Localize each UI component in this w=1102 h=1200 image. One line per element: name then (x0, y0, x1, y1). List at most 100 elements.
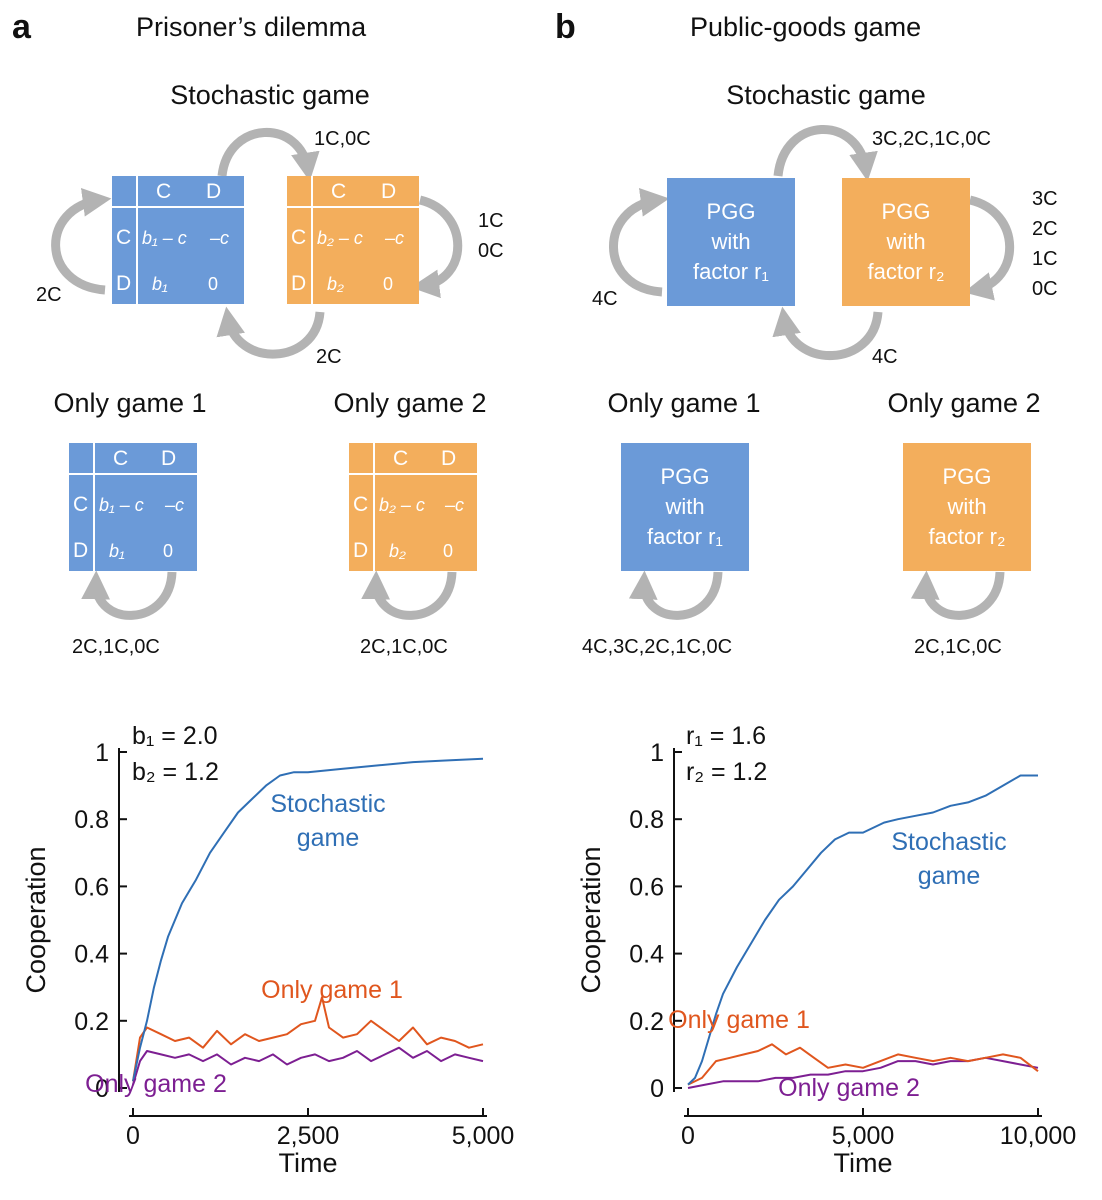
pgg-line3: factor r₂ (928, 524, 1006, 549)
y-tick-label: 0.4 (74, 941, 109, 969)
panel-b-only1-title: Only game 1 (607, 388, 761, 418)
panel-b-self-loop-arrows (628, 570, 1005, 620)
matrix-row-d: D (291, 272, 307, 295)
y-tick-label: 0 (650, 1075, 664, 1103)
matrix-row-d: D (73, 539, 89, 562)
panel-b-trans-left-label: 4C (592, 288, 618, 310)
y-tick-label: 0 (95, 1075, 109, 1103)
matrix-cd: –c (385, 228, 405, 248)
matrix-dd: 0 (383, 274, 394, 294)
matrix-cc: b₁ – c (142, 228, 187, 248)
matrix-cd: –c (445, 495, 465, 515)
panel-a-game2-matrix: C D C D b₂ – c –c b₂ 0 (287, 176, 419, 304)
matrix-dc: b₂ (389, 541, 406, 561)
y-tick-label: 0.4 (629, 941, 664, 969)
panel-a-only1-matrix: C D C D b₁ – c –c b₁ 0 (69, 443, 197, 571)
matrix-col-c: C (113, 447, 129, 470)
panel-b-stochastic-title: Stochastic game (726, 80, 926, 110)
series-label-only-game-1: Only game 1 (668, 1006, 810, 1034)
panel-b-trans-right-label-4: 0C (1032, 278, 1058, 300)
x-axis-label: Time (279, 1148, 338, 1178)
panel-b-only1-box: PGG with factor r₁ (621, 443, 749, 571)
pgg-line3: factor r₁ (647, 524, 723, 549)
panel-b-letter: b (555, 8, 576, 46)
y-tick-label: 0.2 (629, 1008, 664, 1036)
y-tick-label: 1 (650, 739, 664, 767)
y-tick-label: 0.8 (629, 806, 664, 834)
pgg-line1: PGG (706, 199, 756, 224)
y-tick-label: 1 (95, 739, 109, 767)
series-label-stochastic-game: game (918, 862, 981, 890)
matrix-row-c: C (291, 226, 307, 249)
panel-a-stochastic-title: Stochastic game (170, 80, 370, 110)
x-tick-label: 5,000 (832, 1122, 895, 1150)
panel-a-only2-matrix: C D C D b₂ – c –c b₂ 0 (349, 443, 477, 571)
pgg-line3: factor r₂ (867, 259, 945, 284)
pgg-line1: PGG (942, 464, 992, 489)
panel-a-transition-arrows (51, 128, 463, 359)
series-label-stochastic-game: game (297, 824, 360, 852)
pgg-line2: with (665, 494, 705, 519)
panel-b-game1-box: PGG with factor r₁ (667, 178, 795, 306)
matrix-col-d: D (441, 447, 457, 470)
y-tick-label: 0.6 (629, 873, 664, 901)
panel-a-trans-right-label-1: 1C (478, 210, 504, 232)
matrix-row-d: D (116, 272, 132, 295)
x-axis-label: Time (834, 1148, 893, 1178)
panel-a-param-2: b₂ = 1.2 (132, 758, 219, 786)
matrix-col-c: C (331, 180, 347, 203)
x-tick-label: 5,000 (452, 1122, 515, 1150)
series-label-stochastic-game: Stochastic (891, 828, 1006, 856)
panel-b-only2-loop-label: 2C,1C,0C (914, 636, 1002, 658)
matrix-col-c: C (156, 180, 172, 203)
panel-a-title: Prisoner’s dilemma (136, 12, 367, 42)
panel-b-trans-bottom-label: 4C (872, 346, 898, 368)
pgg-line2: with (947, 494, 987, 519)
panel-b-only2-title: Only game 2 (887, 388, 1041, 418)
panel-b-trans-right-label-3: 1C (1032, 248, 1058, 270)
panel-b-transition-arrows (609, 125, 1015, 360)
pgg-line2: with (886, 229, 926, 254)
panel-a-only1-loop-label: 2C,1C,0C (72, 636, 160, 658)
panel-b-cooperation-chart: 0 0.2 0.4 0.6 0.8 1 0 5,000 10,000 Time Cooperatio… (576, 739, 1076, 1178)
panel-b-only1-loop-label: 4C,3C,2C,1C,0C (582, 636, 733, 658)
matrix-dd: 0 (208, 274, 219, 294)
panel-a-only2-title: Only game 2 (333, 388, 487, 418)
panel-b-param-2: r₂ = 1.2 (686, 758, 768, 786)
matrix-dd: 0 (443, 541, 454, 561)
pgg-line1: PGG (660, 464, 710, 489)
series-line-only-game-1 (132, 996, 484, 1082)
panel-a-only2-loop-label: 2C,1C,0C (360, 636, 448, 658)
panel-a-game1-matrix: C D C D b₁ – c –c b₁ 0 (112, 176, 244, 304)
panel-a-trans-left-label: 2C (36, 284, 62, 306)
panel-b-trans-right-label-1: 3C (1032, 188, 1058, 210)
x-tick-label: 0 (126, 1122, 140, 1150)
panel-b-only2-box: PGG with factor r₂ (903, 443, 1031, 571)
pgg-line2: with (711, 229, 751, 254)
matrix-row-c: C (116, 226, 132, 249)
panel-b-trans-top-label: 3C,2C,1C,0C (872, 128, 991, 150)
matrix-dd: 0 (163, 541, 174, 561)
panel-b-title: Public-goods game (690, 12, 922, 42)
panel-a-param-1: b₁ = 2.0 (132, 722, 218, 750)
matrix-col-d: D (161, 447, 177, 470)
matrix-col-d: D (381, 180, 397, 203)
matrix-dc: b₂ (327, 274, 344, 294)
series-label-stochastic-game: Stochastic (270, 790, 385, 818)
x-tick-label: 10,000 (1000, 1122, 1076, 1150)
panel-b-param-1: r₁ = 1.6 (686, 722, 767, 750)
matrix-col-c: C (393, 447, 409, 470)
x-tick-label: 2,500 (277, 1122, 340, 1150)
y-axis-label: Cooperation (21, 846, 51, 993)
series-line-only-game-1 (687, 1043, 1039, 1086)
matrix-dc: b₁ (152, 274, 168, 294)
series-label-only-game-1: Only game 1 (261, 976, 403, 1004)
panel-a-trans-bottom-label: 2C (316, 346, 342, 368)
matrix-row-c: C (353, 493, 369, 516)
matrix-cc: b₁ – c (99, 495, 144, 515)
pgg-line1: PGG (881, 199, 931, 224)
y-tick-label: 0.6 (74, 873, 109, 901)
panel-b-trans-right-label-2: 2C (1032, 218, 1058, 240)
y-tick-label: 0.8 (74, 806, 109, 834)
matrix-cc: b₂ – c (317, 228, 363, 248)
